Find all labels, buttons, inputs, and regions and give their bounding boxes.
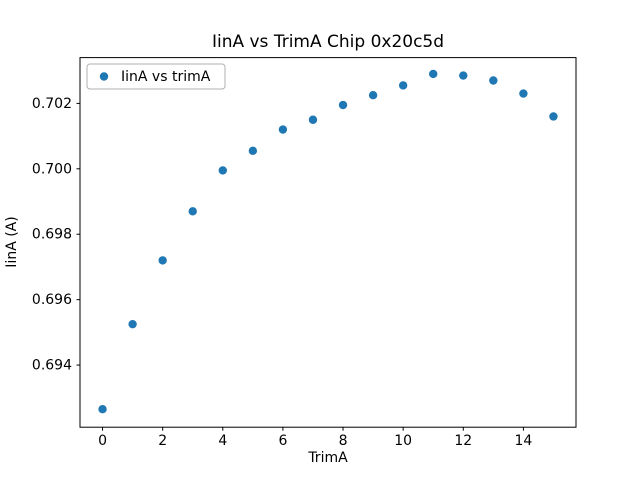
legend-marker-icon (99, 72, 109, 81)
x-tick-label: 12 (454, 433, 472, 449)
data-point (549, 112, 558, 121)
data-point (278, 125, 288, 134)
data-points (98, 69, 558, 414)
x-tick-label: 4 (218, 433, 227, 449)
y-tick-label: 0.700 (32, 161, 72, 177)
data-point (248, 146, 258, 156)
data-point (188, 207, 197, 216)
y-tick-label: 0.694 (32, 358, 72, 374)
x-tick-label: 14 (514, 433, 532, 449)
data-point (98, 405, 107, 414)
data-point (338, 100, 348, 110)
x-axis-ticks: 0 2 4 6 8 10 12 14 (98, 427, 532, 449)
x-tick-label: 8 (339, 433, 348, 449)
x-axis-label: TrimA (307, 450, 348, 466)
data-point (308, 115, 318, 124)
legend-label: IinA vs trimA (121, 69, 211, 85)
y-axis-label: IinA (A) (4, 216, 20, 267)
legend-box (86, 63, 226, 90)
data-point (158, 256, 167, 265)
data-point (519, 89, 528, 98)
data-point (368, 91, 378, 100)
data-point (429, 69, 438, 79)
data-point (489, 76, 498, 85)
chart-title: IinA vs TrimA Chip 0x20c5d (212, 32, 444, 52)
data-point (218, 166, 227, 175)
data-point (459, 71, 468, 80)
y-tick-label: 0.698 (32, 227, 72, 243)
y-tick-label: 0.696 (32, 292, 72, 308)
axes-frame (79, 57, 577, 428)
x-tick-label: 0 (98, 433, 107, 449)
x-tick-label: 6 (278, 433, 287, 449)
y-tick-label: 0.702 (32, 96, 72, 112)
data-point (128, 319, 137, 329)
legend: IinA vs trimA (86, 63, 226, 90)
y-axis-ticks: 0.694 0.696 0.698 0.700 0.702 (32, 96, 80, 374)
x-tick-label: 10 (394, 433, 412, 449)
x-tick-label: 2 (158, 433, 167, 449)
data-point (398, 81, 408, 90)
